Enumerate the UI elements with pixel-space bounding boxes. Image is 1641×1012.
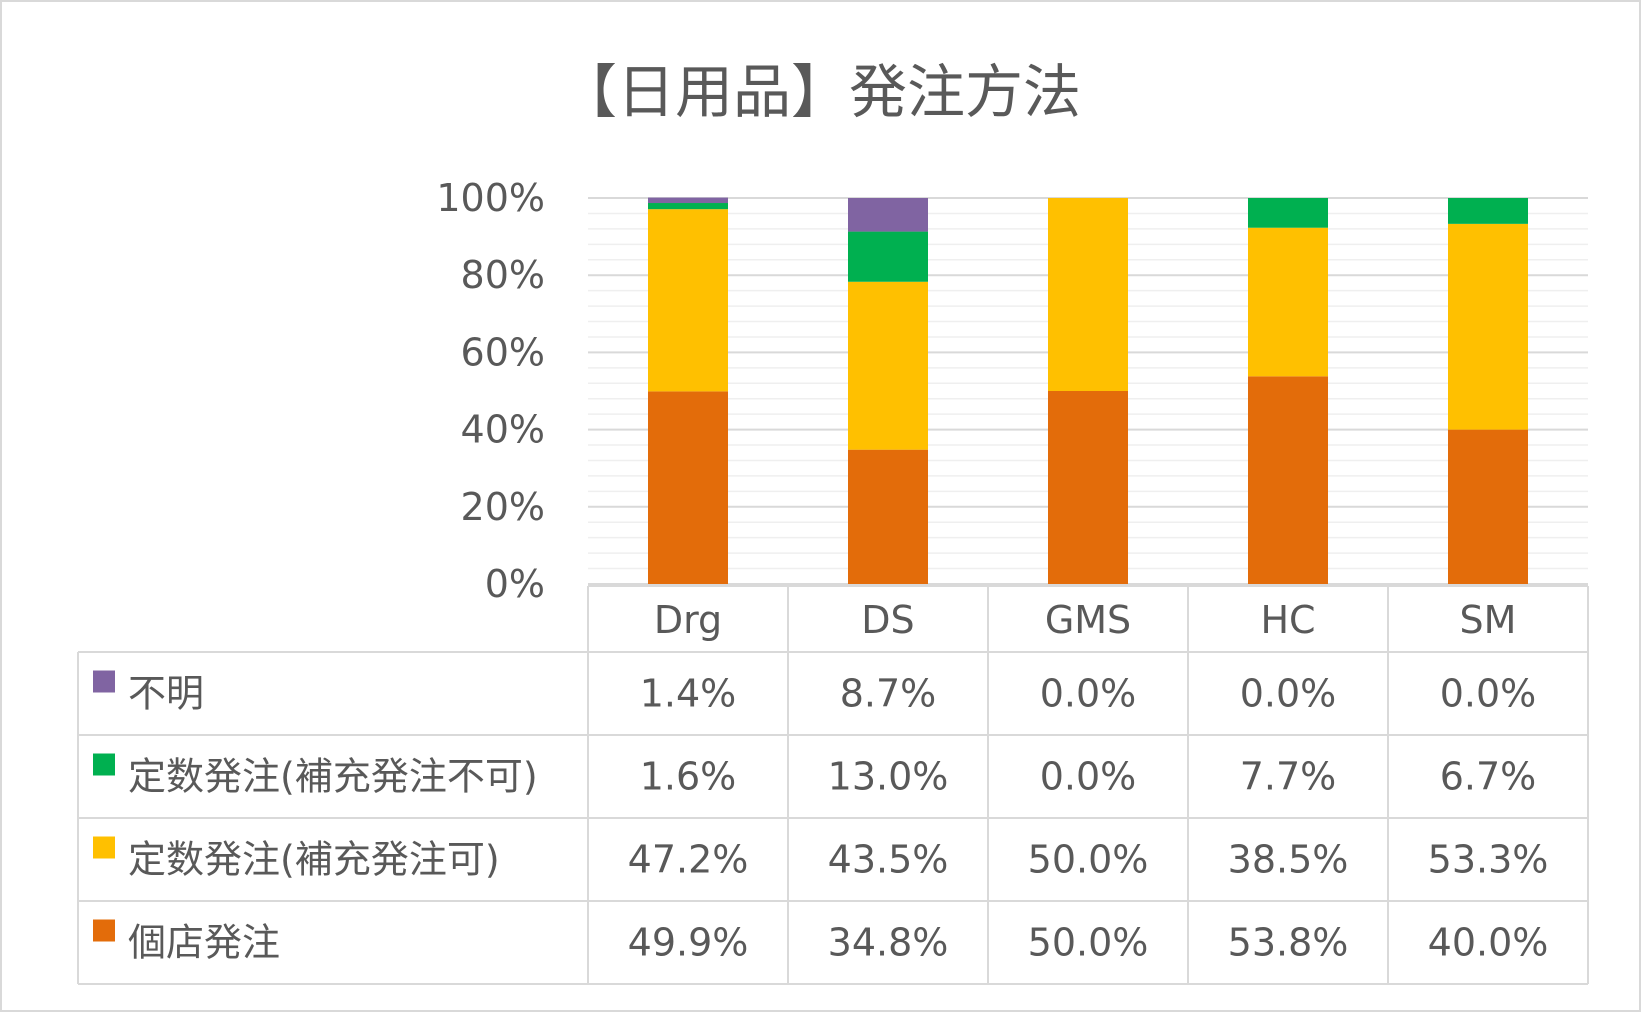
data-label: 13.0% xyxy=(828,755,949,799)
bar-segment xyxy=(1448,198,1528,224)
data-label: 40.0% xyxy=(1428,921,1549,965)
category-label: GMS xyxy=(1045,598,1131,642)
y-tick-label: 60% xyxy=(461,330,545,374)
bar-segment xyxy=(1248,227,1328,377)
bar-segment xyxy=(1048,391,1128,584)
legend-key xyxy=(93,836,115,859)
y-tick-label: 40% xyxy=(461,408,545,452)
data-label: 6.7% xyxy=(1440,755,1537,799)
chart-title: 【日用品】発注方法 xyxy=(559,58,1081,126)
y-tick-label: 80% xyxy=(461,253,545,297)
data-label: 49.9% xyxy=(628,921,749,965)
bar-segment xyxy=(1248,198,1328,228)
data-label: 8.7% xyxy=(840,672,937,716)
y-tick-label: 0% xyxy=(485,562,545,606)
legend-key xyxy=(93,919,115,942)
data-label: 34.8% xyxy=(828,921,949,965)
bar-segment xyxy=(648,209,728,392)
data-label: 1.6% xyxy=(640,755,737,799)
data-label: 0.0% xyxy=(1240,672,1337,716)
series-name-label: 定数発注(補充発注可) xyxy=(128,838,500,882)
bars xyxy=(648,197,1528,584)
y-axis-tick-labels: 0% 20% 40% 60% 80% 100% xyxy=(436,176,545,606)
data-label: 47.2% xyxy=(628,838,749,882)
bar-segment xyxy=(1048,198,1128,391)
data-label: 53.8% xyxy=(1228,921,1349,965)
bar-segment xyxy=(648,391,728,584)
category-label: SM xyxy=(1460,598,1517,642)
series-name-label: 個店発注 xyxy=(128,921,280,965)
bar-segment xyxy=(848,281,928,450)
data-label: 53.3% xyxy=(1428,838,1549,882)
category-label: Drg xyxy=(654,598,722,642)
data-label: 38.5% xyxy=(1228,838,1349,882)
data-label: 43.5% xyxy=(828,838,949,882)
y-tick-label: 100% xyxy=(436,176,545,220)
bar-segment xyxy=(848,198,928,232)
bar-segment xyxy=(1448,223,1528,430)
series-name-label: 不明 xyxy=(128,672,204,716)
bar-segment xyxy=(1448,429,1528,584)
bar-segment xyxy=(848,231,928,282)
data-table: Drg DS GMS HC SM 不明 1.4% 8.7% 0.0% 0.0% 0.0% 定数発注(補… xyxy=(77,585,1589,985)
category-label: DS xyxy=(861,598,914,642)
bar-segment xyxy=(1248,376,1328,584)
data-label: 0.0% xyxy=(1440,672,1537,716)
data-label: 1.4% xyxy=(640,672,737,716)
legend-key xyxy=(93,670,115,693)
legend-key xyxy=(93,753,115,776)
data-label: 0.0% xyxy=(1040,672,1137,716)
y-tick-label: 20% xyxy=(461,485,545,529)
bar-segment xyxy=(648,203,728,210)
data-label: 0.0% xyxy=(1040,755,1137,799)
series-name-label: 定数発注(補充発注不可) xyxy=(128,755,538,799)
bar-segment xyxy=(648,197,728,204)
category-label: HC xyxy=(1260,598,1315,642)
bar-segment xyxy=(848,449,928,584)
data-label: 50.0% xyxy=(1028,921,1149,965)
data-label: 50.0% xyxy=(1028,838,1149,882)
data-label: 7.7% xyxy=(1240,755,1337,799)
